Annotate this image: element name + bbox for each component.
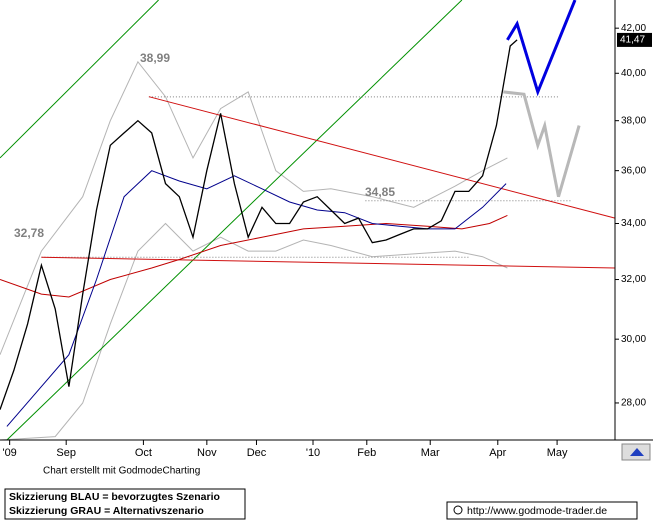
series-line (0, 222, 508, 441)
series-line (0, 39, 518, 410)
plot (0, 0, 616, 441)
y-tick-label: 38,00 (621, 115, 646, 126)
legend-box (4, 488, 246, 520)
y-tick-label: 34,00 (621, 218, 646, 229)
y-tick-label: 30,00 (621, 334, 646, 345)
series-line (0, 60, 508, 355)
credit: Chart erstellt mit GodmodeCharting (43, 466, 200, 477)
x-tick-label: Nov (197, 447, 217, 459)
annotation: 32,78 (14, 226, 44, 240)
x-tick-label: May (547, 447, 568, 459)
last-value-label: 41,47 (620, 35, 645, 46)
y-tick-label: 36,00 (621, 165, 646, 176)
last-value-box (617, 32, 652, 47)
x-tick-label: '09 (2, 447, 16, 459)
x-tick-label: Oct (135, 447, 152, 459)
annotation: 38,99 (140, 51, 170, 65)
y-tick-label: 42,00 (621, 23, 646, 34)
y-tick-label: 32,00 (621, 274, 646, 285)
y-tick-label: 28,00 (621, 398, 646, 409)
corner-icon (630, 448, 644, 456)
footer-line: Skizzierung BLAU = bevorzugtes Szenario (9, 491, 220, 503)
x-tick-label: Mar (421, 447, 440, 459)
series-line (41, 256, 616, 269)
url[interactable]: http://www.godmode-trader.de (467, 505, 607, 517)
series-line (0, 0, 159, 159)
icon (453, 505, 463, 515)
x-tick-label: '10 (306, 447, 320, 459)
series-line (506, 0, 577, 97)
annotation: 34,85 (365, 185, 395, 199)
series-line (6, 0, 463, 441)
series-line (503, 90, 581, 198)
footer-line: Skizzierung GRAU = Alternativszenario (9, 505, 204, 517)
x-tick-label: Feb (357, 447, 376, 459)
x-tick-label: Dec (247, 447, 267, 459)
x-tick-label: Apr (489, 447, 506, 459)
url-box (446, 501, 638, 520)
series-line (148, 96, 616, 219)
x-tick-label: Sep (56, 447, 76, 459)
y-tick-label: 40,00 (621, 68, 646, 79)
